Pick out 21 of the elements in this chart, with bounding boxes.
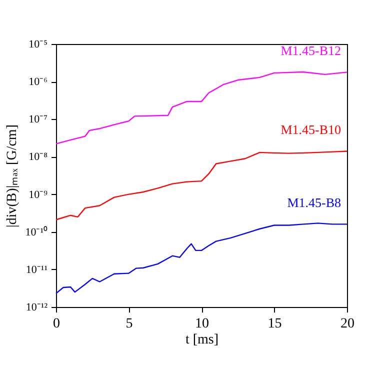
y-tick-label: 10⁻¹⁰ [25,225,48,238]
y-tick-label: 10⁻¹¹ [26,264,48,276]
y-tick-label: 10⁻⁶ [28,76,48,88]
line-series [55,222,348,294]
series-label: M1.45-B8 [287,195,341,210]
x-tick-label: 15 [268,316,282,332]
y-tick-label: 10⁻⁹ [28,188,48,201]
x-tick-label: 0 [53,316,60,332]
y-tick-label: 10⁻¹² [26,302,48,314]
x-tick-label: 20 [340,316,354,332]
series-label: M1.45-B10 [280,122,341,138]
y-tick-label: 10⁻⁸ [28,151,48,164]
y-tick-label: 10⁻⁷ [28,114,48,126]
x-tick-label: 10 [195,316,209,332]
x-tick-label: 5 [126,316,133,332]
series-label: M1.45-B12 [280,43,341,58]
line-series [55,71,348,144]
x-axis-title: t [ms] [185,332,219,348]
y-tick-label: 10⁻⁵ [28,38,48,50]
line-series [55,150,348,220]
y-axis-title: |div(B)|ₘₐₓ [G/cm] [5,124,20,228]
